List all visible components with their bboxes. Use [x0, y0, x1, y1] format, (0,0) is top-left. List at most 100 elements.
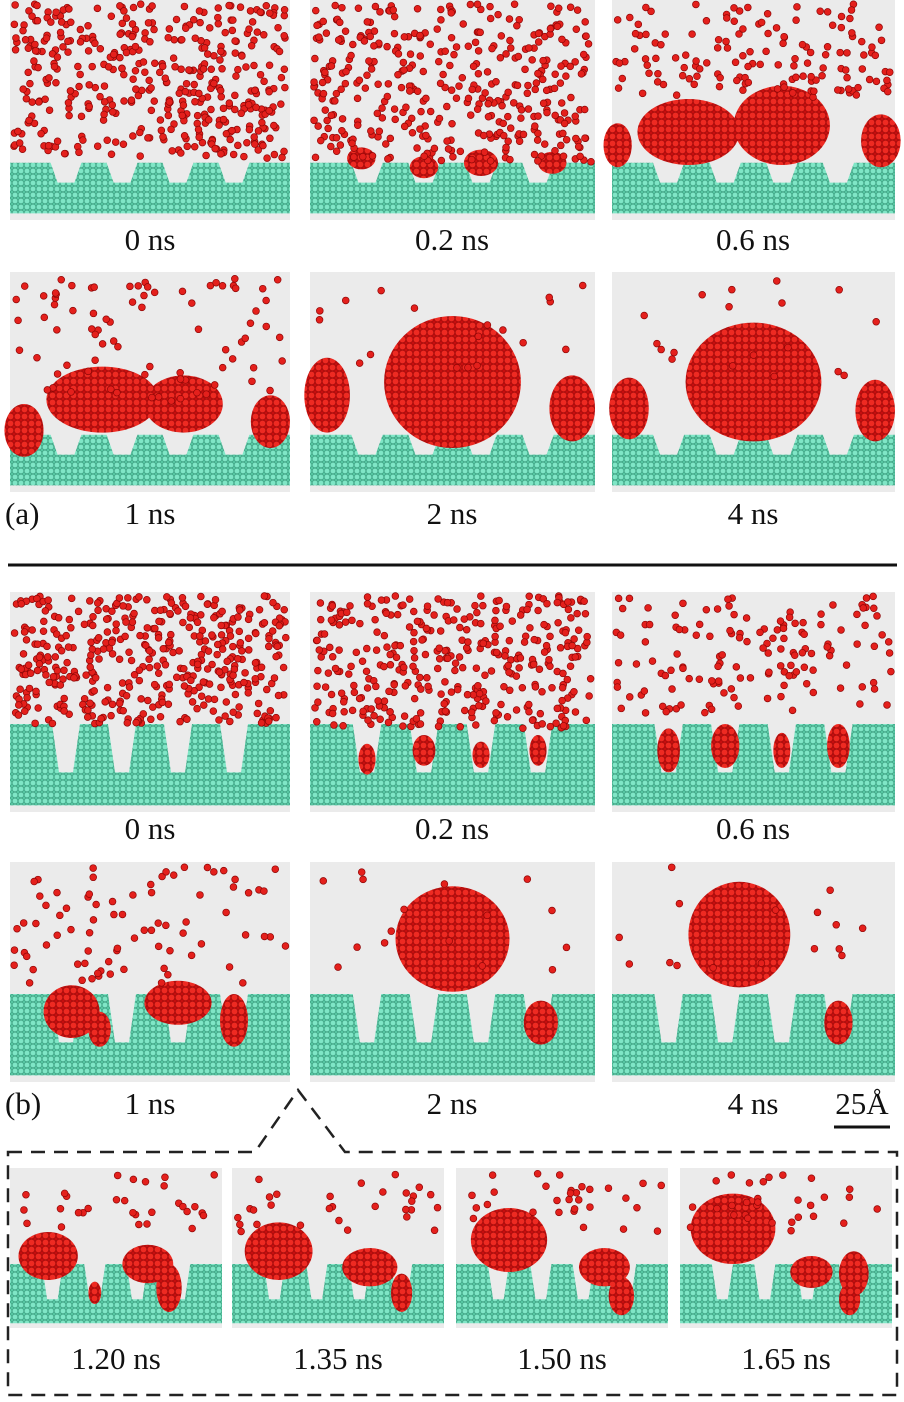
molecule [236, 1220, 244, 1229]
molecule [430, 611, 438, 619]
molecule [160, 964, 168, 973]
molecule [553, 598, 562, 607]
molecule [238, 52, 246, 60]
molecule [78, 976, 86, 985]
molecule [264, 717, 273, 726]
molecule [444, 145, 453, 153]
snapshot-time: 0 ns [125, 811, 176, 846]
molecule [728, 285, 736, 294]
molecule [332, 134, 341, 142]
molecule [265, 106, 273, 115]
section-label: (b) [5, 1086, 41, 1121]
molecule [154, 669, 163, 677]
molecule [91, 674, 100, 682]
molecule [39, 627, 48, 635]
molecule [773, 626, 782, 634]
droplet [523, 1000, 558, 1045]
molecule [93, 4, 102, 13]
molecule [500, 131, 508, 140]
molecule [436, 79, 445, 88]
molecule [252, 103, 260, 112]
molecule [311, 6, 320, 15]
molecule [112, 620, 120, 628]
molecule [145, 647, 154, 655]
molecule [353, 943, 361, 951]
molecule [690, 80, 698, 89]
molecule [56, 681, 65, 689]
molecule [241, 334, 250, 343]
molecule [231, 875, 239, 884]
molecule [176, 394, 185, 403]
molecule [399, 722, 407, 730]
molecule [784, 343, 792, 352]
molecule [363, 71, 371, 79]
molecule [322, 29, 331, 37]
molecule [730, 693, 738, 702]
molecule [367, 127, 375, 135]
molecule [506, 155, 514, 164]
molecule [730, 17, 739, 25]
inset-time: 1.20 ns [71, 1341, 161, 1376]
molecule [138, 303, 146, 312]
molecule [154, 634, 163, 642]
molecule [567, 614, 575, 622]
molecule [138, 86, 146, 95]
molecule [130, 934, 139, 942]
molecule [103, 683, 112, 692]
molecule [583, 632, 591, 641]
snapshot-panel [612, 592, 895, 812]
molecule [725, 303, 733, 311]
molecule [120, 965, 128, 974]
molecule [380, 631, 389, 640]
molecule [335, 621, 344, 629]
molecule [681, 51, 690, 59]
molecule [473, 361, 481, 370]
droplet [470, 1208, 548, 1272]
molecule [679, 664, 687, 673]
molecule [358, 657, 367, 665]
molecule [109, 337, 118, 345]
molecule [187, 676, 195, 685]
molecule [251, 140, 259, 148]
snapshot-time: 1 ns [125, 496, 176, 531]
molecule [836, 684, 845, 692]
molecule [151, 624, 159, 633]
molecule [42, 34, 51, 42]
molecule [367, 65, 376, 73]
molecule [556, 644, 565, 652]
molecule [208, 631, 216, 639]
molecule [106, 970, 115, 978]
molecule [255, 606, 264, 614]
molecule [215, 716, 223, 724]
molecule [173, 673, 181, 682]
molecule [319, 877, 328, 885]
molecule [422, 94, 430, 103]
molecule [202, 390, 211, 398]
molecule [50, 300, 59, 309]
molecule [180, 682, 189, 690]
molecule [32, 687, 40, 696]
molecule [556, 79, 565, 87]
molecule [19, 85, 27, 93]
molecule [542, 1182, 550, 1190]
molecule [122, 618, 130, 626]
molecule [112, 1195, 121, 1204]
molecule [580, 105, 589, 114]
molecule [837, 12, 846, 21]
molecule [434, 595, 442, 603]
molecule [174, 607, 182, 615]
molecule [245, 646, 253, 654]
molecule [179, 101, 188, 109]
molecule [147, 926, 156, 935]
molecule [458, 74, 467, 82]
molecule [455, 82, 463, 90]
molecule [28, 626, 36, 634]
molecule [400, 905, 408, 914]
molecule [418, 636, 426, 644]
molecule [341, 296, 350, 305]
molecule [56, 28, 65, 37]
molecule [256, 70, 265, 79]
molecule [644, 604, 652, 612]
molecule [545, 655, 553, 664]
molecule [144, 19, 153, 27]
